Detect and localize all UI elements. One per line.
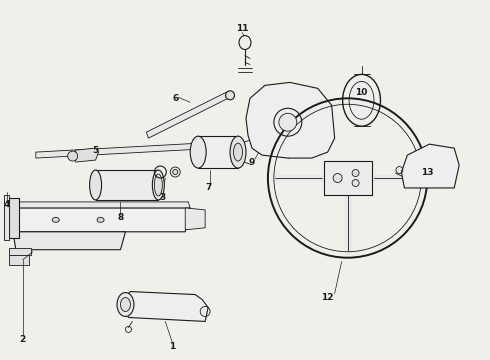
Polygon shape bbox=[4, 195, 9, 240]
Ellipse shape bbox=[352, 180, 359, 186]
Text: 8: 8 bbox=[118, 213, 123, 222]
Polygon shape bbox=[9, 248, 31, 255]
Polygon shape bbox=[121, 292, 208, 321]
Ellipse shape bbox=[230, 136, 246, 168]
Text: 10: 10 bbox=[355, 88, 368, 97]
Ellipse shape bbox=[52, 217, 59, 222]
Text: 13: 13 bbox=[421, 167, 434, 176]
Text: 9: 9 bbox=[249, 158, 255, 167]
Text: 4: 4 bbox=[4, 201, 10, 210]
Ellipse shape bbox=[117, 293, 134, 316]
Ellipse shape bbox=[190, 136, 206, 168]
Ellipse shape bbox=[68, 151, 77, 161]
Polygon shape bbox=[75, 148, 98, 162]
Ellipse shape bbox=[171, 167, 180, 177]
Ellipse shape bbox=[352, 170, 359, 176]
Polygon shape bbox=[13, 208, 190, 232]
Ellipse shape bbox=[152, 170, 164, 200]
Ellipse shape bbox=[97, 217, 104, 222]
Text: 5: 5 bbox=[93, 145, 98, 154]
Text: 7: 7 bbox=[205, 184, 211, 193]
Text: 11: 11 bbox=[236, 24, 248, 33]
Text: 3: 3 bbox=[159, 193, 166, 202]
Polygon shape bbox=[13, 232, 125, 250]
Text: 2: 2 bbox=[20, 335, 26, 344]
Text: 12: 12 bbox=[321, 293, 334, 302]
Polygon shape bbox=[9, 198, 19, 238]
Polygon shape bbox=[36, 142, 218, 158]
Polygon shape bbox=[9, 255, 29, 265]
Ellipse shape bbox=[279, 113, 297, 131]
Ellipse shape bbox=[121, 298, 130, 311]
Polygon shape bbox=[246, 82, 335, 158]
Ellipse shape bbox=[234, 143, 243, 161]
Polygon shape bbox=[324, 161, 371, 195]
Polygon shape bbox=[401, 144, 459, 188]
Text: 1: 1 bbox=[169, 342, 175, 351]
Polygon shape bbox=[147, 92, 228, 138]
Polygon shape bbox=[198, 136, 238, 168]
Polygon shape bbox=[185, 208, 205, 230]
Polygon shape bbox=[96, 170, 158, 200]
Ellipse shape bbox=[173, 170, 178, 175]
Ellipse shape bbox=[333, 174, 342, 183]
Ellipse shape bbox=[225, 91, 235, 100]
Ellipse shape bbox=[90, 170, 101, 200]
Text: 6: 6 bbox=[172, 94, 178, 103]
Ellipse shape bbox=[274, 108, 302, 136]
Ellipse shape bbox=[349, 81, 374, 119]
Ellipse shape bbox=[154, 174, 162, 196]
Polygon shape bbox=[16, 202, 190, 208]
